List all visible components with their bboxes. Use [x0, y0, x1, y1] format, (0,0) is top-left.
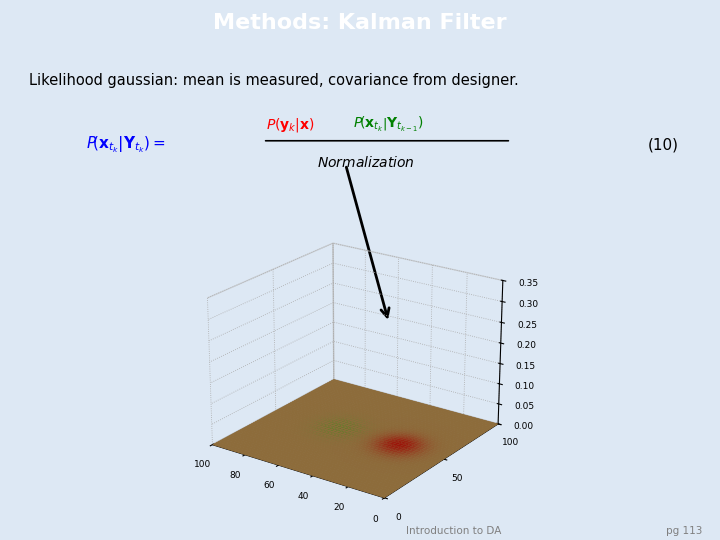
Text: $P(\mathbf{y}_k|\mathbf{x})$: $P(\mathbf{y}_k|\mathbf{x})$ — [266, 116, 315, 134]
Text: Methods: Kalman Filter: Methods: Kalman Filter — [213, 13, 507, 33]
Text: pg 113: pg 113 — [666, 526, 702, 536]
Text: $\mathit{Normalization}$: $\mathit{Normalization}$ — [317, 154, 415, 170]
Text: $P\!\left(\mathbf{x}_{t_k}\middle|\mathbf{Y}_{t_{k-1}}\right)$: $P\!\left(\mathbf{x}_{t_k}\middle|\mathb… — [353, 116, 423, 134]
Text: Introduction to DA: Introduction to DA — [406, 526, 501, 536]
Text: Likelihood gaussian: mean is measured, covariance from designer.: Likelihood gaussian: mean is measured, c… — [29, 73, 518, 88]
Text: (10): (10) — [648, 137, 679, 152]
Text: $P\!\left(\mathbf{x}_{t_k}\middle|\mathbf{Y}_{t_k}\right) = $: $P\!\left(\mathbf{x}_{t_k}\middle|\mathb… — [86, 134, 166, 155]
